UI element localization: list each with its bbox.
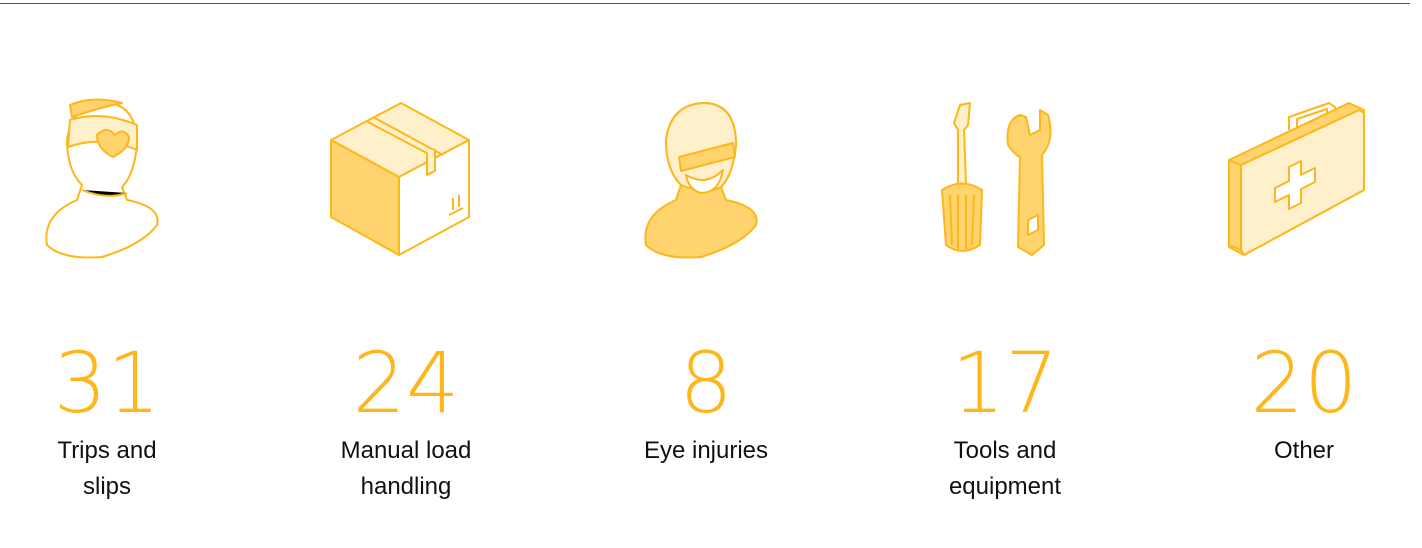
stat-label: Manual load handling — [340, 437, 472, 500]
stat-value: 8 — [679, 334, 733, 432]
stat-label: Other — [1273, 437, 1335, 464]
stat-label: Tools and equipment — [948, 437, 1062, 500]
screwdriver-wrench-icon — [941, 102, 1052, 256]
person-goggles-icon — [644, 102, 758, 259]
stat-value: 20 — [1250, 334, 1358, 432]
stat-value: 24 — [352, 334, 460, 432]
cardboard-box-icon — [330, 102, 470, 256]
top-divider — [0, 3, 1410, 4]
stat-label: Trips and slips — [57, 437, 157, 500]
stat-other: 20 Other — [1174, 95, 1422, 469]
stat-manual-load-handling: 24 Manual load handling — [276, 95, 536, 505]
stat-trips-and-slips: 31 Trips and slips — [0, 95, 237, 505]
bandaged-head-icon — [45, 98, 159, 259]
stat-tools-and-equipment: 17 Tools and equipment — [875, 95, 1135, 505]
stat-label: Eye injuries — [643, 437, 769, 464]
stat-value: 31 — [53, 334, 161, 432]
first-aid-kit-icon — [1228, 102, 1365, 256]
stat-eye-injuries: 8 Eye injuries — [576, 95, 836, 469]
stat-value: 17 — [951, 334, 1059, 432]
